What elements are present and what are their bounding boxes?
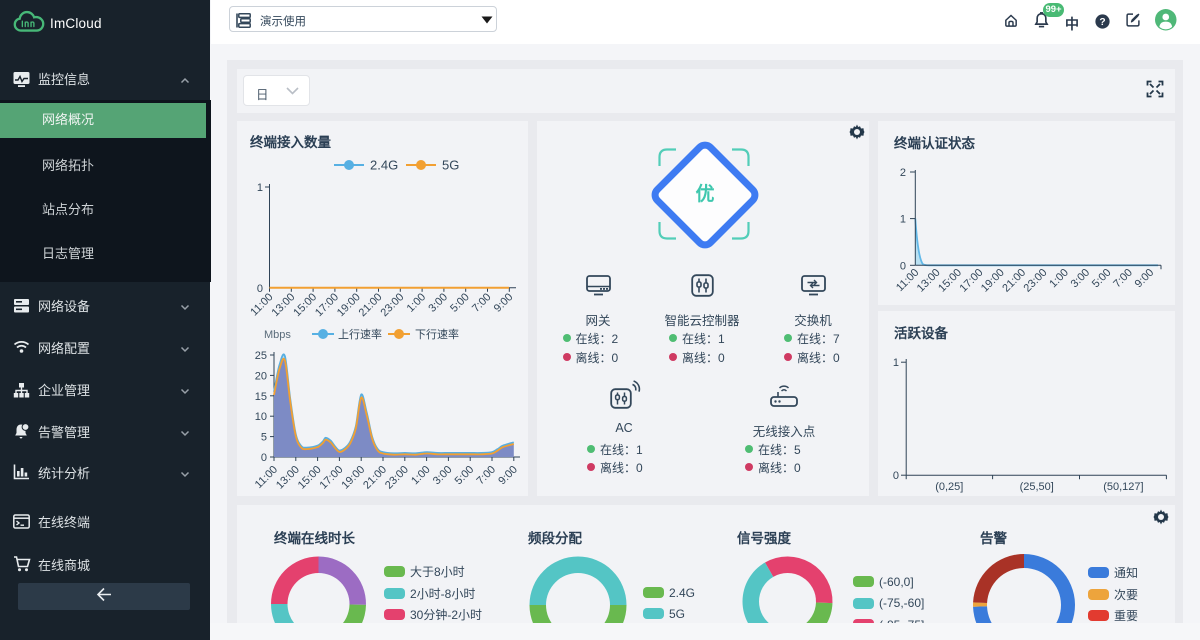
svg-text:2: 2	[900, 167, 906, 179]
svg-text:9:00: 9:00	[496, 464, 520, 488]
svg-text:5: 5	[261, 432, 267, 444]
svg-text:21:00: 21:00	[361, 464, 389, 492]
svg-text:7:00: 7:00	[474, 464, 498, 488]
svg-text:19:00: 19:00	[335, 291, 363, 319]
svg-text:15: 15	[255, 391, 267, 403]
svg-text:1:00: 1:00	[1047, 267, 1071, 291]
svg-text:0: 0	[261, 452, 267, 464]
svg-text:7:00: 7:00	[1111, 267, 1135, 291]
svg-text:1:00: 1:00	[405, 291, 429, 315]
svg-text:25: 25	[255, 350, 267, 362]
svg-text:17:00: 17:00	[313, 291, 341, 319]
svg-text:20: 20	[255, 370, 267, 382]
svg-text:3:00: 3:00	[1069, 267, 1093, 291]
svg-text:11:00: 11:00	[253, 464, 280, 491]
svg-text:13:00: 13:00	[915, 267, 943, 295]
svg-text:5:00: 5:00	[453, 464, 477, 488]
svg-text:11:00: 11:00	[248, 291, 275, 318]
svg-text:21:00: 21:00	[357, 291, 385, 319]
svg-text:19:00: 19:00	[339, 464, 367, 492]
svg-text:1: 1	[893, 357, 899, 369]
svg-text:17:00: 17:00	[318, 464, 346, 492]
svg-text:17:00: 17:00	[958, 267, 986, 295]
svg-text:10: 10	[255, 411, 267, 423]
svg-text:1:00: 1:00	[409, 464, 433, 488]
svg-text:(0,25]: (0,25]	[935, 481, 963, 493]
svg-text:23:00: 23:00	[378, 291, 406, 319]
svg-text:13:00: 13:00	[274, 464, 302, 492]
svg-text:19:00: 19:00	[979, 267, 1007, 295]
svg-text:0: 0	[900, 260, 906, 272]
svg-text:7:00: 7:00	[470, 291, 494, 315]
svg-text:5G: 5G	[442, 158, 459, 173]
svg-text:3:00: 3:00	[426, 291, 450, 315]
svg-text:0: 0	[893, 470, 899, 482]
svg-text:23:00: 23:00	[1022, 267, 1050, 295]
svg-text:?: ?	[1099, 17, 1105, 28]
svg-text:9:00: 9:00	[1133, 267, 1157, 291]
svg-text:15:00: 15:00	[296, 464, 324, 492]
svg-text:15:00: 15:00	[936, 267, 964, 295]
svg-text:13:00: 13:00	[269, 291, 297, 319]
svg-text:Mbps: Mbps	[264, 329, 291, 341]
svg-text:5:00: 5:00	[1090, 267, 1114, 291]
svg-text:上行速率: 上行速率	[338, 327, 382, 341]
svg-text:21:00: 21:00	[1000, 267, 1028, 295]
svg-text:0: 0	[257, 283, 263, 295]
svg-text:(50,127]: (50,127]	[1103, 481, 1143, 493]
svg-text:1: 1	[900, 214, 906, 226]
svg-text:2.4G: 2.4G	[370, 158, 398, 173]
svg-text:下行速率: 下行速率	[415, 327, 459, 341]
svg-text:23:00: 23:00	[383, 464, 411, 492]
svg-text:5:00: 5:00	[448, 291, 472, 315]
svg-text:15:00: 15:00	[291, 291, 319, 319]
svg-text:3:00: 3:00	[431, 464, 455, 488]
svg-text:(25,50]: (25,50]	[1020, 481, 1054, 493]
svg-text:9:00: 9:00	[492, 291, 516, 315]
svg-text:1: 1	[257, 182, 263, 194]
